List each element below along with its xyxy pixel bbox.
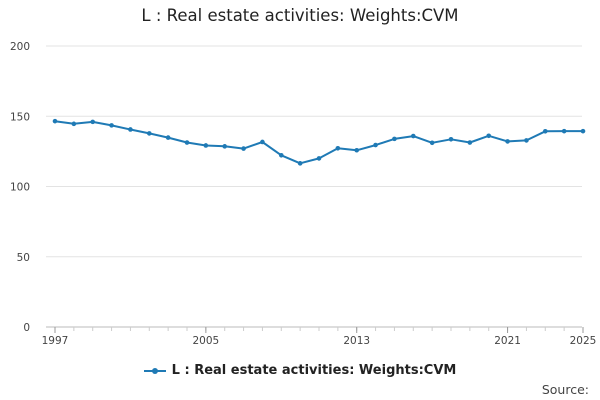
- data-point: [373, 142, 378, 148]
- data-point: [580, 128, 586, 134]
- data-point: [184, 140, 190, 145]
- data-point: [505, 139, 510, 144]
- data-point: [260, 139, 265, 145]
- data-point: [165, 135, 171, 140]
- y-tick-label: 0: [23, 322, 30, 334]
- x-tick-label: 2013: [343, 335, 370, 347]
- data-point: [542, 128, 548, 134]
- series-group: [52, 118, 586, 166]
- data-point: [278, 153, 284, 158]
- data-point: [90, 119, 96, 125]
- x-tick-label: 2005: [192, 335, 219, 347]
- legend[interactable]: L : Real estate activities: Weights:CVM: [0, 363, 600, 378]
- source-label: Source:: [541, 382, 589, 397]
- data-point: [467, 140, 473, 145]
- data-point: [448, 136, 454, 142]
- y-tick-label: 200: [10, 41, 30, 53]
- data-point: [486, 133, 492, 139]
- data-point: [392, 136, 397, 142]
- data-point: [71, 121, 77, 127]
- data-point: [297, 161, 303, 166]
- data-point: [561, 128, 567, 134]
- data-point: [203, 143, 209, 148]
- data-point: [429, 140, 435, 146]
- y-tick-label: 50: [17, 252, 30, 264]
- legend-swatch: [143, 366, 166, 376]
- y-tick-label: 100: [10, 182, 30, 194]
- data-point: [524, 138, 529, 143]
- chart-title: L : Real estate activities: Weights:CVM: [141, 6, 459, 25]
- y-tick-label: 150: [10, 111, 30, 123]
- data-point: [316, 156, 322, 161]
- data-point: [109, 123, 114, 128]
- x-tick-label: 2025: [570, 335, 597, 347]
- data-point: [335, 145, 341, 151]
- data-point: [128, 127, 133, 132]
- data-point: [222, 144, 228, 149]
- grid-lines: [46, 45, 582, 258]
- legend-label: L : Real estate activities: Weights:CVM: [171, 363, 457, 378]
- data-point: [354, 147, 360, 153]
- data-point: [52, 118, 58, 124]
- y-axis: 0 50 100 150 200: [10, 41, 30, 334]
- x-tick-label: 2021: [494, 335, 521, 347]
- data-point: [241, 146, 246, 151]
- x-axis: 1997 2005 2013 2021 2025: [42, 326, 597, 347]
- data-point: [410, 133, 416, 139]
- data-point: [146, 131, 152, 136]
- x-tick-label: 1997: [42, 335, 69, 347]
